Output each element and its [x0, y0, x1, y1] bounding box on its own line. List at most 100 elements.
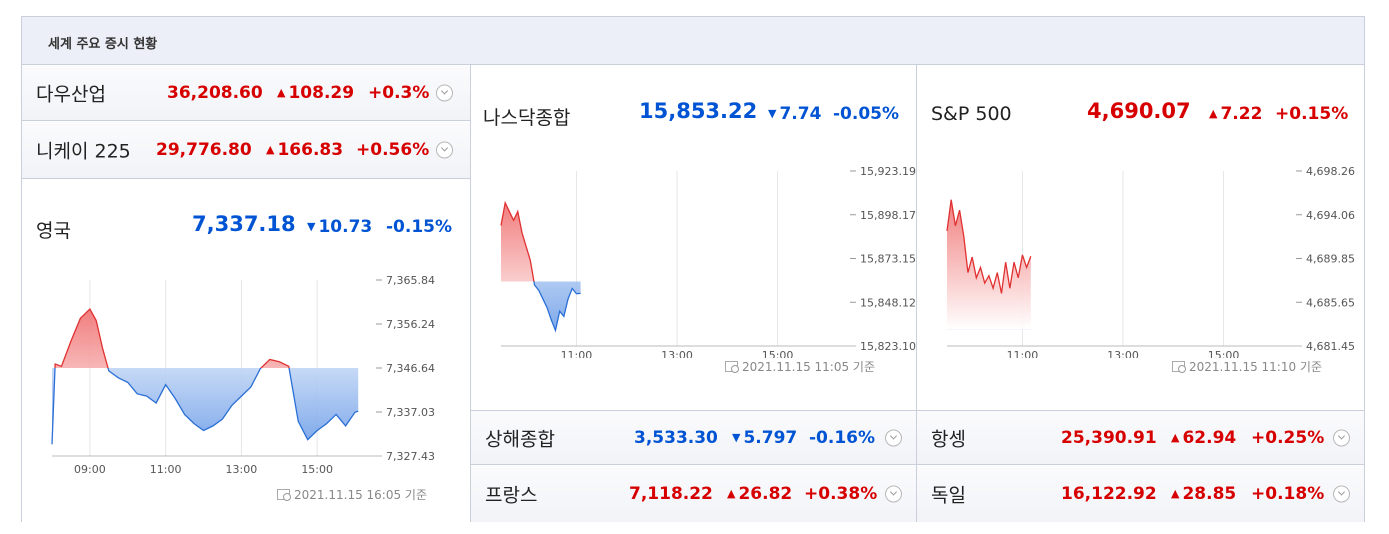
- index-percent: +0.38%: [804, 484, 878, 504]
- chevron-down-icon[interactable]: [885, 429, 902, 446]
- index-change: 166.83: [277, 140, 344, 160]
- index-name: 니케이 225: [36, 140, 131, 163]
- timestamp: 2021.11.15 11:10 기준: [1172, 358, 1322, 375]
- divider: [916, 65, 917, 522]
- divider: [470, 65, 471, 522]
- index-card-sp500[interactable]: S&P 500 4,690.07 ▲ 7.22 +0.15% 4,698.26 4,…: [917, 66, 1364, 409]
- index-name: 프랑스: [485, 484, 538, 507]
- x-tick-label: 11:00: [561, 349, 593, 358]
- index-change: 7.74: [779, 104, 822, 124]
- y-tick-label: 7,346.64: [386, 362, 435, 375]
- index-percent: -0.15%: [386, 217, 453, 237]
- index-value: 7,118.22: [629, 484, 713, 504]
- area-up: [501, 202, 581, 282]
- index-name: 영국: [36, 220, 71, 242]
- y-tick-label: 7,327.43: [386, 450, 435, 463]
- y-tick-label: 7,337.03: [386, 406, 435, 419]
- index-value: 15,853.22: [639, 99, 758, 123]
- chevron-down-icon[interactable]: [436, 141, 453, 159]
- index-name: 독일: [931, 484, 966, 507]
- index-value: 4,690.07: [1087, 99, 1191, 123]
- y-tick-label: 4,685.65: [1306, 296, 1355, 309]
- sp500-chart: 4,698.26 4,694.06 4,689.85 4,685.65 4,681.45…: [946, 165, 1355, 358]
- y-tick-label: 4,681.45: [1306, 340, 1355, 353]
- index-value: 7,337.18: [192, 212, 296, 236]
- index-row-germany[interactable]: 독일 16,122.92 ▲ 28.85 +0.18%: [917, 466, 1364, 522]
- index-change: 62.94: [1182, 427, 1237, 448]
- uk-chart: 7,365.84 7,356.24 7,346.64 7,337.03 7,327.43…: [51, 274, 435, 476]
- index-value: 3,533.30: [634, 427, 718, 448]
- index-name: S&P 500: [931, 103, 1012, 125]
- index-change: 28.85: [1182, 484, 1237, 504]
- timestamp: 2021.11.15 16:05 기준: [277, 486, 427, 503]
- y-tick-label: 15,873.15: [860, 253, 916, 266]
- y-tick-label: 4,698.26: [1306, 165, 1355, 178]
- y-tick-label: 15,848.12: [860, 296, 916, 309]
- nasdaq-chart: 15,923.19 15,898.17 15,873.15 15,848.12 15,8…: [500, 165, 916, 358]
- clock-icon: [725, 361, 739, 373]
- area-down: [52, 367, 359, 445]
- triangle-up-icon: ▲: [727, 487, 736, 500]
- triangle-down-icon: ▼: [307, 220, 316, 233]
- index-row-shanghai[interactable]: 상해종합 3,533.30 ▼ 5.797 -0.16%: [471, 410, 916, 465]
- y-tick-label: 4,689.85: [1306, 253, 1355, 266]
- index-change: 10.73: [318, 217, 373, 237]
- x-tick-label: 15:00: [1208, 349, 1240, 358]
- index-change: 26.82: [738, 484, 793, 504]
- series-line-up: [54, 307, 290, 368]
- triangle-down-icon: ▼: [768, 107, 777, 120]
- y-tick-label: 7,356.24: [386, 318, 435, 331]
- world-stock-widget: 세계 주요 증시 현황 다우산업 36,208.60 ▲ 108.29 +0.3%…: [21, 16, 1365, 523]
- index-name: 나스닥종합: [483, 107, 571, 129]
- y-tick-label: 15,898.17: [860, 209, 916, 222]
- x-tick-label: 13:00: [661, 349, 693, 358]
- triangle-up-icon: ▲: [1171, 487, 1180, 500]
- index-value: 16,122.92: [1061, 484, 1157, 504]
- series-line-up: [500, 200, 535, 282]
- index-change: 108.29: [288, 83, 355, 103]
- index-name: 상해종합: [485, 428, 555, 450]
- triangle-up-icon: ▲: [1209, 107, 1218, 120]
- chevron-down-icon[interactable]: [436, 84, 453, 102]
- index-percent: +0.15%: [1275, 104, 1349, 124]
- index-percent: +0.18%: [1251, 484, 1325, 504]
- x-tick-label: 11:00: [1007, 349, 1039, 358]
- widget-title: 세계 주요 증시 현황: [48, 37, 158, 52]
- index-percent: -0.05%: [833, 104, 900, 124]
- index-percent: +0.56%: [356, 140, 430, 160]
- index-row-dow[interactable]: 다우산업 36,208.60 ▲ 108.29 +0.3%: [22, 66, 470, 121]
- triangle-down-icon: ▼: [732, 430, 741, 444]
- y-tick-label: 15,923.19: [860, 165, 916, 178]
- index-name: 항셍: [931, 428, 966, 450]
- index-card-nasdaq[interactable]: 나스닥종합 15,853.22 ▼ 7.74 -0.05% 15,923.19 15…: [471, 66, 916, 409]
- timestamp: 2021.11.15 11:05 기준: [725, 358, 875, 375]
- triangle-up-icon: ▲: [266, 143, 275, 156]
- y-tick-label: 7,365.84: [386, 274, 435, 287]
- index-percent: +0.3%: [368, 83, 430, 103]
- area-up: [947, 199, 1031, 330]
- index-change: 7.22: [1220, 104, 1263, 124]
- series-line-down: [533, 281, 581, 333]
- x-tick-label: 13:00: [226, 463, 258, 476]
- x-tick-label: 15:00: [762, 349, 794, 358]
- index-row-france[interactable]: 프랑스 7,118.22 ▲ 26.82 +0.38%: [471, 466, 916, 522]
- triangle-up-icon: ▲: [277, 86, 286, 99]
- index-value: 36,208.60: [167, 83, 263, 103]
- series-line-down: [51, 367, 359, 445]
- index-percent: +0.25%: [1251, 427, 1325, 448]
- x-tick-label: 11:00: [150, 463, 182, 476]
- index-change: 5.797: [743, 427, 798, 448]
- y-tick-label: 15,823.10: [860, 340, 916, 353]
- x-tick-label: 09:00: [74, 463, 106, 476]
- widget-header: 세계 주요 증시 현황: [22, 17, 1364, 65]
- index-value: 25,390.91: [1061, 427, 1157, 448]
- index-name: 다우산업: [36, 83, 106, 106]
- x-tick-label: 13:00: [1107, 349, 1139, 358]
- x-tick-label: 15:00: [301, 463, 333, 476]
- chevron-down-icon[interactable]: [1333, 485, 1350, 503]
- index-row-hangseng[interactable]: 항셍 25,390.91 ▲ 62.94 +0.25%: [917, 410, 1364, 465]
- index-row-nikkei[interactable]: 니케이 225 29,776.80 ▲ 166.83 +0.56%: [22, 122, 470, 179]
- index-card-uk[interactable]: 영국 7,337.18 ▼ 10.73 -0.15% 7,365.84 7,356.…: [22, 180, 470, 523]
- chevron-down-icon[interactable]: [1333, 429, 1350, 446]
- chevron-down-icon[interactable]: [885, 485, 902, 503]
